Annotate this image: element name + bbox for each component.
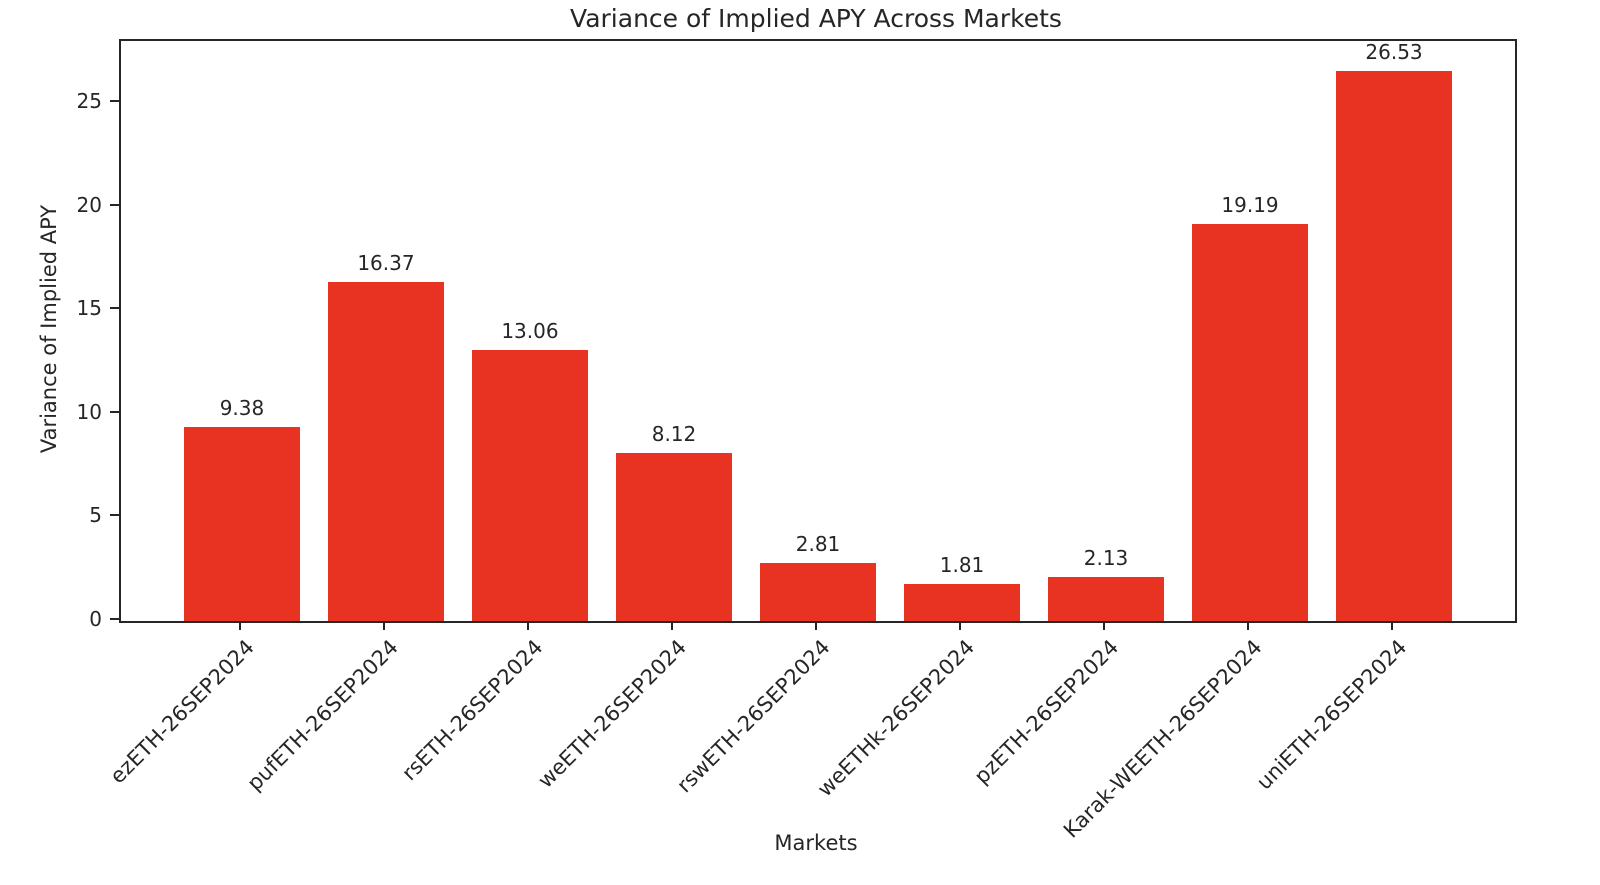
bar-value-label-rswETH-26SEP2024: 2.81 [795,531,841,556]
x-tick-label-rswETH-26SEP2024: rswETH-26SEP2024 [672,635,835,798]
bar-pzETH-26SEP2024 [1048,576,1164,621]
x-tick-mark [1391,621,1394,630]
x-tick-label-weETHk-26SEP2024: weETHk-26SEP2024 [812,635,979,802]
y-tick-label-5: 5 [89,503,102,528]
bar-value-label-pufETH-26SEP2024: 16.37 [357,250,415,275]
y-tick-mark [110,410,119,413]
bar-value-label-uniETH-26SEP2024: 26.53 [1365,40,1423,65]
y-tick-mark [110,203,119,206]
bar-value-label-Karak-WEETH-26SEP2024: 19.19 [1221,192,1279,217]
x-tick-label-pufETH-26SEP2024: pufETH-26SEP2024 [242,635,403,796]
x-tick-mark [670,621,673,630]
bar-value-label-ezETH-26SEP2024: 9.38 [219,395,265,420]
x-tick-mark [1103,621,1106,630]
x-tick-mark [1247,621,1250,630]
bar-weETH-26SEP2024 [616,452,732,621]
x-tick-label-weETH-26SEP2024: weETH-26SEP2024 [533,635,691,793]
bar-rswETH-26SEP2024 [760,562,876,621]
x-tick-mark [526,621,529,630]
x-tick-mark [238,621,241,630]
y-tick-label-15: 15 [76,296,102,321]
bar-ezETH-26SEP2024 [184,426,300,621]
bar-Karak-WEETH-26SEP2024 [1192,223,1308,621]
bar-rsETH-26SEP2024 [472,350,588,621]
x-tick-mark [382,621,385,630]
x-tick-label-ezETH-26SEP2024: ezETH-26SEP2024 [105,635,259,789]
x-axis-label: Markets [774,831,858,855]
bar-uniETH-26SEP2024 [1336,71,1452,621]
x-tick-label-uniETH-26SEP2024: uniETH-26SEP2024 [1251,635,1412,795]
plot-area: 9.38 16.37 13.06 8.12 2.81 1.81 2.13 19.19 26.53 [119,39,1517,623]
y-tick-label-25: 25 [76,89,102,114]
x-tick-mark [959,621,961,630]
x-tick-mark [815,621,817,630]
y-tick-mark [110,307,119,310]
y-tick-label-10: 10 [76,399,102,424]
bar-value-label-weETHk-26SEP2024: 1.81 [939,552,985,577]
chart-title: Variance of Implied APY Across Markets [570,4,1062,33]
bar-value-label-pzETH-26SEP2024: 2.13 [1083,545,1129,570]
bar-pufETH-26SEP2024 [328,281,444,621]
y-tick-mark [110,514,119,517]
y-tick-label-0: 0 [89,607,102,631]
x-tick-label-rsETH-26SEP2024: rsETH-26SEP2024 [396,635,547,786]
bar-value-label-weETH-26SEP2024: 8.12 [651,421,697,446]
y-tick-mark [110,618,119,620]
x-tick-label-pzETH-26SEP2024: pzETH-26SEP2024 [969,635,1123,789]
y-tick-mark [110,100,119,103]
bar-value-label-rsETH-26SEP2024: 13.06 [501,319,559,344]
bar-weETHk-26SEP2024 [904,583,1020,621]
y-tick-label-20: 20 [76,192,102,217]
